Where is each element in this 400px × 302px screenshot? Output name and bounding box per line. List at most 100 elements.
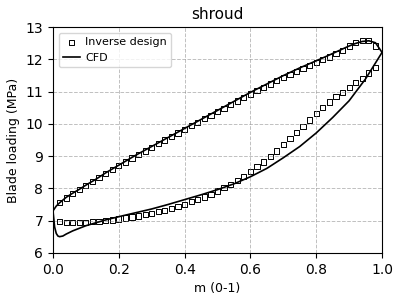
Inverse design <box>221 106 227 111</box>
Y-axis label: Blade loading (MPa): Blade loading (MPa) <box>7 78 20 203</box>
Point <box>116 217 122 221</box>
Point <box>63 220 69 225</box>
Point <box>175 204 181 209</box>
CFD <box>166 203 170 206</box>
Inverse design <box>148 145 155 149</box>
Line: CFD: CFD <box>53 41 382 237</box>
Point <box>372 65 379 70</box>
Point <box>293 130 300 135</box>
CFD <box>366 39 371 43</box>
Point <box>188 199 194 204</box>
Inverse design <box>274 78 280 83</box>
Inverse design <box>320 57 326 62</box>
Point <box>339 90 346 95</box>
Inverse design <box>267 82 273 86</box>
Point <box>70 220 76 225</box>
Point <box>280 143 286 147</box>
Point <box>122 216 128 220</box>
Point <box>109 217 116 222</box>
Inverse design <box>102 171 109 176</box>
Point <box>83 220 89 225</box>
Inverse design <box>122 159 128 164</box>
Inverse design <box>247 92 254 96</box>
Inverse design <box>228 102 234 107</box>
Point <box>320 105 326 110</box>
Inverse design <box>70 191 76 196</box>
Inverse design <box>194 120 201 125</box>
Point <box>221 185 227 190</box>
Point <box>182 202 188 207</box>
Title: shroud: shroud <box>191 7 244 22</box>
Point <box>148 211 155 216</box>
Point <box>241 174 247 178</box>
Inverse design <box>175 130 181 135</box>
Point <box>194 197 201 202</box>
Point <box>76 220 82 225</box>
Inverse design <box>333 51 339 56</box>
Point <box>333 95 339 99</box>
Inverse design <box>352 40 359 45</box>
Point <box>254 164 260 169</box>
Inverse design <box>76 187 82 192</box>
Legend: Inverse design, CFD: Inverse design, CFD <box>58 33 171 67</box>
Point <box>359 76 366 81</box>
Inverse design <box>142 149 148 153</box>
Inverse design <box>83 183 89 188</box>
Point <box>228 182 234 187</box>
Inverse design <box>201 116 208 121</box>
Point <box>96 219 102 223</box>
CFD <box>50 209 55 213</box>
Inverse design <box>234 99 240 104</box>
CFD <box>215 109 220 112</box>
Inverse design <box>326 54 333 59</box>
Inverse design <box>366 38 372 43</box>
Inverse design <box>208 113 214 118</box>
Inverse design <box>254 88 260 93</box>
Inverse design <box>116 163 122 168</box>
Point <box>352 80 359 85</box>
Inverse design <box>339 48 346 53</box>
CFD <box>50 209 55 213</box>
Inverse design <box>287 72 293 77</box>
CFD <box>57 235 62 239</box>
Point <box>129 215 135 220</box>
Inverse design <box>260 85 267 90</box>
CFD <box>57 201 62 205</box>
Point <box>142 212 148 217</box>
Inverse design <box>168 134 175 139</box>
Inverse design <box>182 127 188 132</box>
Inverse design <box>241 95 247 100</box>
Inverse design <box>214 109 221 114</box>
Point <box>168 206 175 211</box>
CFD <box>116 163 121 167</box>
Inverse design <box>293 69 300 74</box>
Point <box>247 169 254 174</box>
Inverse design <box>129 156 135 160</box>
Point <box>234 178 240 183</box>
Point <box>162 208 168 213</box>
Point <box>214 188 221 193</box>
Inverse design <box>300 66 306 71</box>
Point <box>267 154 273 159</box>
Point <box>366 71 372 76</box>
Inverse design <box>306 63 313 68</box>
Inverse design <box>359 38 366 43</box>
Inverse design <box>89 179 96 184</box>
Point <box>260 159 267 164</box>
Point <box>313 111 320 116</box>
CFD <box>363 77 368 81</box>
Point <box>274 149 280 153</box>
Inverse design <box>96 175 102 180</box>
Inverse design <box>188 124 194 128</box>
Point <box>300 124 306 129</box>
Inverse design <box>155 141 162 146</box>
Point <box>201 194 208 199</box>
Inverse design <box>135 152 142 157</box>
Point <box>135 214 142 218</box>
Point <box>102 218 109 223</box>
Inverse design <box>162 138 168 143</box>
X-axis label: m (0-1): m (0-1) <box>194 282 241 295</box>
Inverse design <box>280 75 286 80</box>
Point <box>56 219 63 223</box>
Point <box>287 136 293 141</box>
